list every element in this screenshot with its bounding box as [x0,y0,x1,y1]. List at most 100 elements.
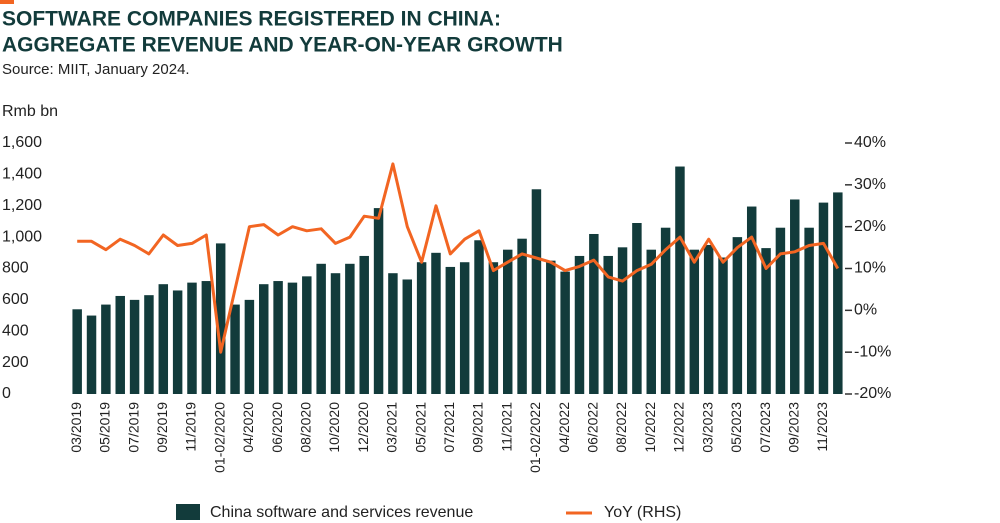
x-tick-label: 03/2021 [384,402,400,453]
bar [215,243,226,394]
x-tick-label: 11/2021 [498,402,514,452]
x-tick-label: 07/2019 [125,402,141,453]
bar [689,249,700,394]
bar [560,271,570,394]
chart-title: AGGREGATE REVENUE AND YEAR-ON-YEAR GROWT… [2,34,563,57]
bar [144,295,154,394]
bar [345,263,355,394]
bar [574,255,585,394]
bar [660,227,671,394]
y-tick-label: 1,400 [2,166,42,183]
bar [790,199,800,394]
bar [775,227,786,394]
x-tick-label: 11/2019 [183,402,199,452]
bar [101,304,111,394]
legend-label: China software and services revenue [210,504,473,521]
accent [0,0,14,4]
x-tick-label: 09/2021 [470,402,486,453]
y-axis-label: Rmb bn [2,103,58,120]
legend-swatch [176,504,200,520]
y-tick-label: 600 [2,291,29,308]
bar [488,262,499,394]
bar [833,192,843,394]
bar [187,282,197,394]
x-tick-label: 07/2021 [441,402,457,453]
x-tick-label: 12/2020 [355,402,371,453]
y2-tick-label: 0% [854,302,877,319]
bar [546,260,556,394]
y2-tick-label: -10% [854,343,891,360]
x-tick-label: 06/2022 [585,402,601,453]
bar [502,249,513,394]
bar [589,233,599,394]
y-tick-label: 400 [2,322,29,339]
bar [273,281,283,394]
chart-subtitle: Source: MIIT, January 2024. [2,61,190,78]
bar [416,262,427,394]
bar [172,290,183,394]
bar [646,249,656,394]
bar [675,166,685,394]
x-tick-label: 05/2023 [728,402,744,453]
x-tick-label: 08/2022 [613,402,629,453]
bar [302,276,312,394]
y2-tick-label: 10% [854,260,886,277]
y-tick-label: 1,000 [2,228,42,245]
bar [761,248,771,394]
bar [746,206,757,394]
x-tick-label: 03/2019 [68,402,84,453]
x-tick-label: 05/2019 [97,402,113,453]
x-tick-label: 11/2023 [814,402,830,452]
x-tick-label: 06/2020 [269,402,285,453]
bar [517,238,527,394]
x-tick-label: 10/2022 [642,402,658,453]
bar [459,262,470,394]
x-tick-label: 01-02/2020 [211,402,227,473]
bar [431,252,441,394]
bar [287,282,298,394]
bar [804,227,814,394]
x-tick-label: 09/2019 [154,402,170,453]
y-tick-label: 1,200 [2,197,42,214]
bar [316,263,326,394]
bar [818,202,829,394]
x-tick-label: 03/2023 [699,402,715,453]
bar [445,266,456,394]
bar [402,279,413,394]
y2-tick-label: -20% [854,385,891,402]
bar [244,299,255,394]
yoy-line [77,162,840,354]
bar [330,273,341,394]
bar [72,309,82,394]
bar [388,273,398,394]
y2-tick-label: 20% [854,218,886,235]
x-tick-label: 04/2020 [240,402,256,453]
bar [617,247,628,394]
chart-title: SOFTWARE COMPANIES REGISTERED IN CHINA: [2,8,501,31]
bar [158,284,169,394]
bar [373,208,384,394]
x-tick-label: 04/2022 [556,402,572,453]
bar [474,240,484,394]
bar [129,299,140,394]
y-tick-label: 1,600 [2,134,42,151]
x-tick-label: 01-02/2022 [527,402,543,473]
y2-tick-label: 30% [854,176,886,193]
y-tick-label: 800 [2,260,29,277]
x-tick-label: 05/2021 [412,402,428,453]
bar [359,255,369,394]
bar [115,295,125,394]
y2-tick-label: 40% [854,134,886,151]
bar [86,315,97,394]
x-tick-label: 09/2023 [785,402,801,453]
x-tick-label: 07/2023 [757,402,773,453]
legend-label: YoY (RHS) [604,504,681,521]
x-tick-label: 08/2020 [298,402,314,453]
x-tick-label: 10/2020 [326,402,342,453]
y-tick-label: 0 [2,385,11,402]
bar [718,257,728,394]
bar [703,244,714,394]
bar [531,189,542,394]
bar [201,281,212,394]
